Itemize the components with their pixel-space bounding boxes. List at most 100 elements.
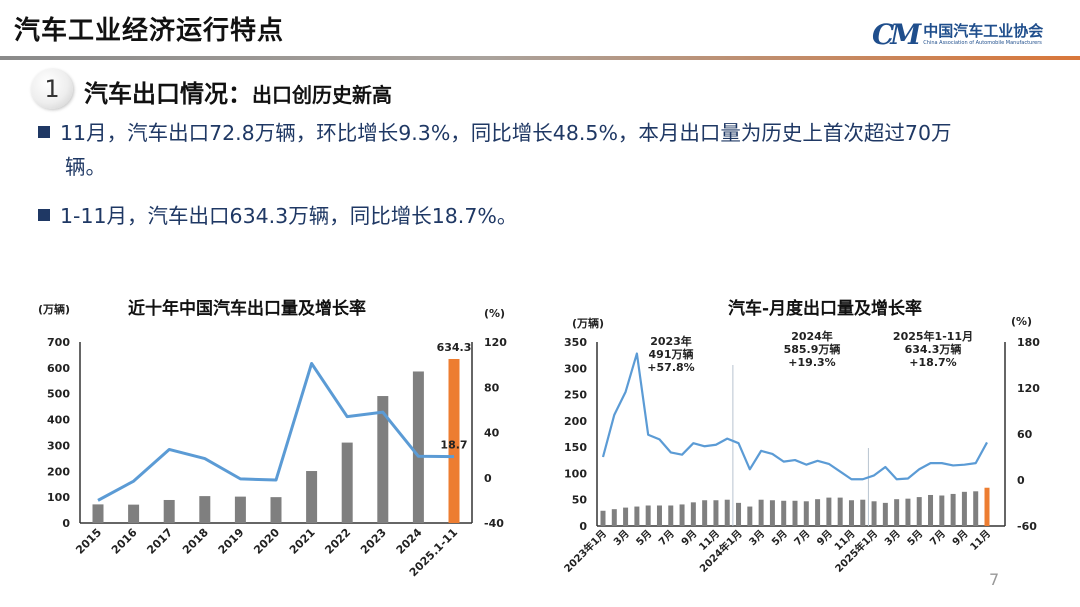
x-axis-tick-label: 7月 <box>792 528 812 548</box>
bar-export-volume <box>984 487 990 526</box>
x-axis-tick-label: 7月 <box>656 528 676 548</box>
x-axis-tick-label: 2021 <box>287 526 318 557</box>
year-summary-annotation: +19.3% <box>788 356 835 369</box>
section-title: 汽车出口情况：出口创历史新高 <box>84 74 392 109</box>
bar-export-volume <box>792 500 798 526</box>
x-axis-tick-label: 2024 <box>394 526 425 557</box>
bar-export-volume <box>92 504 104 523</box>
bar-export-volume <box>848 500 854 526</box>
left-axis-tick-label: 600 <box>47 362 70 375</box>
x-axis-tick-label: 11月 <box>968 528 993 553</box>
year-summary-annotation: 2023年 <box>650 334 692 348</box>
bullet-text: 11月，汽车出口72.8万辆，环比增长9.3%，同比增长48.5%，本月出口量为… <box>60 121 952 145</box>
bar-export-volume <box>306 471 318 523</box>
bullet-square-icon <box>38 126 50 138</box>
right-axis-unit: (%) <box>1011 315 1033 328</box>
x-axis-tick-label: 2016 <box>109 526 140 557</box>
bar-export-volume <box>199 496 211 523</box>
bar-export-volume <box>163 499 175 523</box>
year-summary-annotation: 585.9万辆 <box>784 342 841 356</box>
left-axis-tick-label: 250 <box>564 389 587 402</box>
bar-export-volume <box>679 504 685 526</box>
bar-export-volume <box>815 499 821 526</box>
section-number-badge: 1 <box>31 69 73 109</box>
page-title: 汽车工业经济运行特点 <box>14 16 285 46</box>
x-axis-tick-label: 3月 <box>747 528 767 548</box>
bar-export-volume <box>769 500 775 526</box>
left-axis-tick-label: 100 <box>47 491 70 504</box>
x-axis-tick-label: 2023年1月 <box>561 527 609 575</box>
right-axis-tick-label: 0 <box>484 472 492 485</box>
bullet-square-icon <box>38 209 50 221</box>
right-axis-tick-label: -60 <box>1017 520 1037 533</box>
bar-export-volume <box>860 499 866 526</box>
x-axis-tick-label: 2018 <box>180 526 211 557</box>
bar-export-volume <box>634 506 640 526</box>
year-summary-annotation: 491万辆 <box>649 347 694 361</box>
left-axis-tick-label: 350 <box>564 336 587 349</box>
left-axis-tick-label: 0 <box>62 517 70 530</box>
left-axis-tick-label: 400 <box>47 414 70 427</box>
bar-export-volume <box>128 504 140 523</box>
bar-export-volume <box>668 505 674 526</box>
logo-name-en: China Association of Automobile Manufact… <box>923 39 1042 46</box>
bar-data-label: 634.3 <box>437 341 472 354</box>
bar-export-volume <box>341 442 353 523</box>
left-axis-tick-label: 300 <box>564 362 587 375</box>
bar-export-volume <box>939 495 945 526</box>
right-axis-unit: (%) <box>484 307 506 320</box>
bar-export-volume <box>747 506 753 526</box>
bar-export-volume <box>973 491 979 526</box>
bar-export-volume <box>826 497 832 526</box>
right-axis-tick-label: 120 <box>1017 382 1040 395</box>
bar-export-volume <box>377 396 389 523</box>
right-axis-tick-label: 40 <box>484 427 500 440</box>
bar-export-volume <box>871 501 877 526</box>
year-summary-annotation: +57.8% <box>647 361 694 374</box>
bullet-item: 1-11月，汽车出口634.3万辆，同比增长18.7%。 <box>38 199 1048 233</box>
bullet-text: 1-11月，汽车出口634.3万辆，同比增长18.7%。 <box>60 204 518 228</box>
left-axis-tick-label: 50 <box>572 494 588 507</box>
bar-export-volume <box>837 497 843 526</box>
left-axis-tick-label: 100 <box>564 467 587 480</box>
x-axis-tick-label: 5月 <box>634 528 654 548</box>
bar-export-volume <box>894 499 900 526</box>
left-axis-tick-label: 500 <box>47 388 70 401</box>
caam-logo: CM 中国汽车工业协会 China Association of Automob… <box>872 18 1043 51</box>
year-summary-annotation: 634.3万辆 <box>905 342 962 356</box>
bar-export-volume <box>905 498 911 526</box>
chart-title-annual: 近十年中国汽车出口量及增长率 <box>128 299 366 319</box>
bar-export-volume <box>758 499 764 526</box>
year-summary-annotation: 2024年 <box>791 329 833 343</box>
left-axis-tick-label: 0 <box>579 520 587 533</box>
bar-export-volume <box>724 499 730 526</box>
line-data-label: 18.7 <box>440 439 467 452</box>
bar-export-volume <box>781 500 787 526</box>
bar-export-volume <box>950 493 956 526</box>
left-axis-tick-label: 700 <box>47 336 70 349</box>
x-axis-tick-label: 7月 <box>927 528 947 548</box>
header-divider <box>0 56 1080 60</box>
chart-title-monthly: 汽车-月度出口量及增长率 <box>728 299 923 319</box>
growth-rate-line <box>97 361 455 502</box>
left-axis-unit: (万辆) <box>572 317 605 330</box>
left-axis-tick-label: 200 <box>47 465 70 478</box>
year-summary-annotation: +18.7% <box>909 356 956 369</box>
left-axis-tick-label: 300 <box>47 439 70 452</box>
right-axis-tick-label: 60 <box>1017 428 1033 441</box>
right-axis-tick-label: -40 <box>484 517 504 530</box>
right-axis-tick-label: 0 <box>1017 474 1025 487</box>
x-axis-tick-label: 2017 <box>144 526 175 557</box>
left-axis-tick-label: 150 <box>564 441 587 454</box>
x-axis-tick-label: 5月 <box>769 528 789 548</box>
x-axis-tick-label: 2023 <box>358 526 389 557</box>
x-axis-tick-label: 3月 <box>882 528 902 548</box>
bar-export-volume <box>803 501 809 526</box>
left-axis-unit: (万辆) <box>38 303 71 316</box>
page-number: 7 <box>989 570 1000 589</box>
bar-export-volume <box>736 502 742 526</box>
caam-logo-icon: CM <box>872 18 921 51</box>
bar-export-volume <box>611 509 617 526</box>
x-axis-tick-label: 2015 <box>73 526 104 557</box>
